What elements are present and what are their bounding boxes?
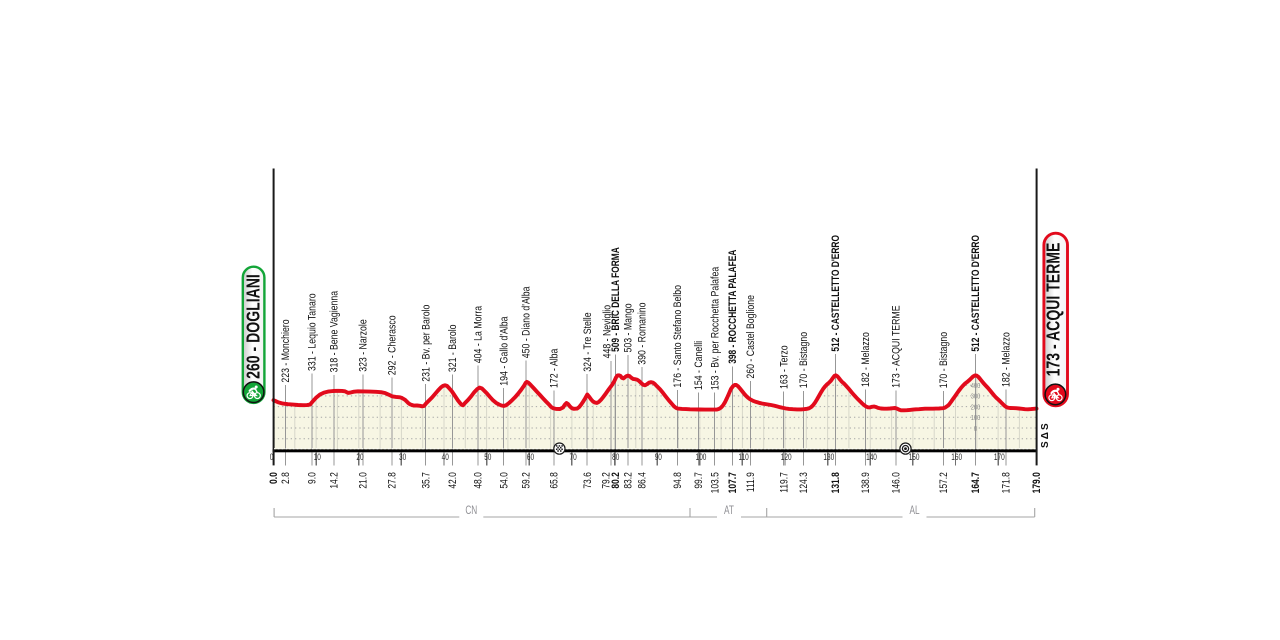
- svg-text:512 - CASTELLETTO D'ERRO: 512 - CASTELLETTO D'ERRO: [830, 235, 843, 352]
- svg-text:164.7: 164.7: [970, 472, 982, 494]
- svg-text:80: 80: [612, 452, 620, 462]
- svg-text:176 - Santo Stefano Belbo: 176 - Santo Stefano Belbo: [672, 285, 684, 388]
- svg-text:170 - Bistagno: 170 - Bistagno: [938, 332, 950, 389]
- svg-text:124.3: 124.3: [798, 472, 810, 494]
- svg-text:54.0: 54.0: [498, 472, 510, 489]
- svg-text:173 - ACQUI TERME: 173 - ACQUI TERME: [1044, 243, 1064, 377]
- svg-text:323 - Narzole: 323 - Narzole: [358, 319, 370, 372]
- svg-text:170 - Bistagno: 170 - Bistagno: [798, 332, 810, 389]
- svg-text:130: 130: [823, 452, 834, 462]
- svg-text:AL: AL: [909, 505, 919, 518]
- svg-text:AT: AT: [724, 505, 734, 518]
- svg-text:30: 30: [399, 452, 407, 462]
- svg-text:292 - Cherasco: 292 - Cherasco: [387, 315, 399, 375]
- svg-text:111.9: 111.9: [745, 472, 757, 492]
- svg-text:120: 120: [781, 452, 792, 462]
- svg-text:170: 170: [994, 452, 1005, 462]
- svg-text:86.4: 86.4: [636, 472, 648, 489]
- svg-text:231 - Bv. per Barolo: 231 - Bv. per Barolo: [420, 304, 432, 381]
- svg-text:21.0: 21.0: [358, 472, 370, 489]
- svg-text:94.8: 94.8: [672, 472, 684, 489]
- svg-text:200: 200: [971, 404, 981, 412]
- svg-text:223 - Monchiero: 223 - Monchiero: [280, 319, 292, 383]
- svg-text:182 - Melazzo: 182 - Melazzo: [860, 332, 872, 387]
- svg-text:10: 10: [314, 452, 322, 462]
- svg-text:150: 150: [909, 452, 920, 462]
- svg-text:SΔS: SΔS: [1040, 421, 1051, 448]
- svg-text:138.9: 138.9: [860, 472, 872, 494]
- svg-text:42.0: 42.0: [447, 472, 459, 489]
- svg-text:154 - Canelli: 154 - Canelli: [693, 341, 705, 390]
- svg-text:448 - Neviglio: 448 - Neviglio: [602, 305, 614, 359]
- svg-text:0: 0: [974, 425, 977, 433]
- svg-text:2.8: 2.8: [280, 472, 292, 484]
- svg-text:90: 90: [655, 452, 663, 462]
- svg-text:398 - ROCCHETTA PALAFEA: 398 - ROCCHETTA PALAFEA: [727, 250, 740, 364]
- svg-text:107.7: 107.7: [727, 472, 739, 494]
- svg-text:300: 300: [971, 393, 981, 401]
- svg-text:260 - Castel Boglione: 260 - Castel Boglione: [745, 295, 757, 379]
- svg-text:60: 60: [527, 452, 535, 462]
- svg-text:321 - Barolo: 321 - Barolo: [447, 324, 459, 372]
- svg-text:512 - CASTELLETTO D'ERRO: 512 - CASTELLETTO D'ERRO: [970, 235, 983, 352]
- svg-text:20: 20: [356, 452, 364, 462]
- svg-text:110: 110: [738, 452, 749, 462]
- svg-text:50: 50: [484, 452, 492, 462]
- svg-text:103.5: 103.5: [709, 472, 721, 494]
- svg-text:40: 40: [442, 452, 450, 462]
- svg-text:140: 140: [866, 452, 877, 462]
- svg-text:9.0: 9.0: [306, 472, 318, 484]
- svg-text:0: 0: [270, 452, 274, 462]
- svg-text:70: 70: [569, 452, 577, 462]
- svg-text:172 - Alba: 172 - Alba: [549, 348, 561, 388]
- svg-text:179.0: 179.0: [1031, 472, 1043, 494]
- svg-text:59.2: 59.2: [520, 472, 532, 489]
- svg-text:163 - Terzo: 163 - Terzo: [778, 345, 790, 389]
- svg-text:83.2: 83.2: [623, 472, 635, 489]
- svg-text:157.2: 157.2: [938, 472, 950, 494]
- svg-text:324 - Tre Stelle: 324 - Tre Stelle: [582, 312, 594, 372]
- svg-text:CN: CN: [465, 505, 477, 518]
- svg-text:450 - Diano d'Alba: 450 - Diano d'Alba: [520, 286, 532, 358]
- svg-text:390 - Romanino: 390 - Romanino: [636, 302, 648, 365]
- svg-text:131.8: 131.8: [830, 472, 842, 494]
- svg-text:48.0: 48.0: [473, 472, 485, 489]
- svg-text:331 - Lequio Tanaro: 331 - Lequio Tanaro: [307, 293, 319, 371]
- svg-text:146.0: 146.0: [890, 472, 902, 494]
- svg-text:73.6: 73.6: [582, 472, 594, 489]
- svg-text:27.8: 27.8: [387, 472, 399, 489]
- svg-text:79.2: 79.2: [601, 472, 613, 489]
- svg-text:404 - La Morra: 404 - La Morra: [473, 306, 485, 364]
- svg-text:100: 100: [971, 415, 981, 423]
- svg-text:0.0: 0.0: [268, 472, 280, 484]
- svg-text:260 - DOGLIANI: 260 - DOGLIANI: [244, 274, 264, 379]
- svg-text:119.7: 119.7: [778, 472, 790, 493]
- svg-text:80.2: 80.2: [610, 472, 622, 489]
- svg-text:100: 100: [696, 452, 707, 462]
- svg-text:509 - BRIC DELLA FORMA: 509 - BRIC DELLA FORMA: [610, 247, 623, 352]
- svg-text:99.7: 99.7: [693, 472, 705, 489]
- svg-text:14.2: 14.2: [329, 472, 341, 489]
- svg-text:400: 400: [971, 382, 981, 390]
- svg-text:503 - Mango: 503 - Mango: [623, 303, 635, 352]
- svg-text:194 - Gallo d'Alba: 194 - Gallo d'Alba: [498, 316, 510, 386]
- svg-text:173 - ACQUI TERME: 173 - ACQUI TERME: [890, 305, 902, 388]
- svg-text:160: 160: [951, 452, 962, 462]
- svg-text:171.8: 171.8: [1000, 472, 1012, 494]
- svg-text:182 - Melazzo: 182 - Melazzo: [1000, 332, 1012, 387]
- svg-text:153 - Bv. per Rocchetta Palafe: 153 - Bv. per Rocchetta Palafea: [709, 266, 721, 390]
- svg-text:35.7: 35.7: [420, 472, 432, 489]
- svg-text:318 - Bene Vagienna: 318 - Bene Vagienna: [329, 291, 341, 373]
- svg-text:65.8: 65.8: [549, 472, 561, 489]
